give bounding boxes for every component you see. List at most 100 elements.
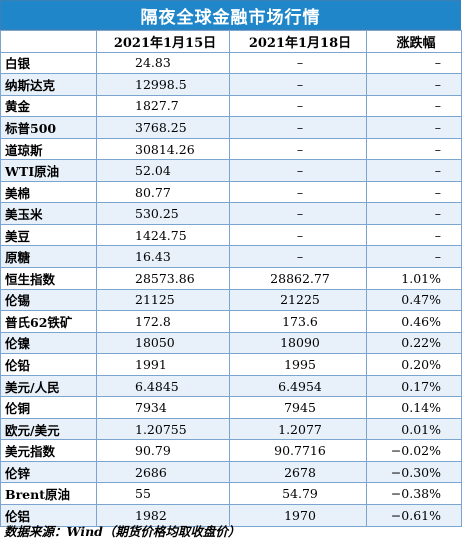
cell-name: 标普500 <box>0 116 97 139</box>
header-date-2: 2021年1月18日 <box>229 30 367 53</box>
cell-change: 0.47% <box>366 288 462 312</box>
cell-value-date-2: 6.4954 <box>229 374 367 398</box>
cell-value-date-2: – <box>229 223 367 247</box>
cell-value-date-1: 28573.86 <box>96 267 230 290</box>
cell-name: 美元/人民 <box>0 374 97 398</box>
cell-value-date-2: 1995 <box>229 353 367 376</box>
cell-value-date-2: – <box>229 116 367 139</box>
cell-change: 0.14% <box>366 396 462 419</box>
cell-change: −0.30% <box>366 460 462 484</box>
table-row: 普氏62铁矿 172.8 173.6 0.46% <box>0 310 462 333</box>
cell-change: – <box>366 51 462 75</box>
cell-value-date-2: 1970 <box>229 504 367 527</box>
table-row: 美玉米 530.25– – <box>0 202 462 225</box>
cell-value-date-2: 54.79 <box>229 482 367 506</box>
cell-value-date-1: 1991 <box>96 353 230 376</box>
cell-change: – <box>366 159 462 182</box>
cell-value-date-1: 52.04 <box>96 159 230 182</box>
header-change: 涨跌幅 <box>366 30 462 53</box>
cell-value-date-2: 90.7716 <box>229 439 367 462</box>
table-row: WTI原油 52.04– – <box>0 159 462 182</box>
cell-change: – <box>366 94 462 118</box>
cell-change: 0.01% <box>366 417 462 441</box>
table-row: 道琼斯 30814.26– – <box>0 137 462 161</box>
cell-name: 伦铝 <box>0 504 97 527</box>
cell-value-date-1: 1982 <box>96 504 230 527</box>
cell-value-date-1: 16.43 <box>96 245 230 269</box>
header-row: 2021年1月15日 2021年1月18日 涨跌幅 <box>0 30 462 53</box>
cell-value-date-1: 12998.5 <box>96 73 230 96</box>
table-row: 美元指数 90.79 90.7716 −0.02% <box>0 439 462 462</box>
table-row: 美豆 1424.75– – <box>0 223 462 247</box>
source-note: 数据来源：Wind（期货价格均取收盘价） <box>4 524 241 539</box>
cell-change: 0.46% <box>366 310 462 333</box>
cell-value-date-2: 21225 <box>229 288 367 312</box>
market-quote-table: 2021年1月15日 2021年1月18日 涨跌幅 白银 24.83– – 纳斯达克 1… <box>0 30 462 527</box>
cell-change: −0.61% <box>366 504 462 527</box>
cell-value-date-1: 3768.25 <box>96 116 230 139</box>
cell-value-date-1: 24.83 <box>96 51 230 75</box>
cell-name: 美豆 <box>0 223 97 247</box>
table-row: 伦锡 21125 21225 0.47% <box>0 288 462 312</box>
cell-value-date-2: 7945 <box>229 396 367 419</box>
cell-value-date-1: 1424.75 <box>96 223 230 247</box>
cell-change: −0.38% <box>366 482 462 506</box>
cell-value-date-1: 30814.26 <box>96 137 230 161</box>
cell-value-date-1: 90.79 <box>96 439 230 462</box>
cell-value-date-1: 2686 <box>96 460 230 484</box>
cell-value-date-2: 18090 <box>229 331 367 355</box>
cell-value-date-1: 18050 <box>96 331 230 355</box>
cell-value-date-1: 80.77 <box>96 180 230 204</box>
table-row: 恒生指数 28573.86 28862.77 1.01% <box>0 267 462 290</box>
cell-value-date-2: – <box>229 180 367 204</box>
table-row: 白银 24.83– – <box>0 51 462 75</box>
table-row: 原糖 16.43– – <box>0 245 462 269</box>
cell-value-date-2: 2678 <box>229 460 367 484</box>
cell-change: 0.20% <box>366 353 462 376</box>
cell-change: – <box>366 180 462 204</box>
table-row: 伦锌 2686 2678 −0.30% <box>0 460 462 484</box>
cell-change: 0.22% <box>366 331 462 355</box>
cell-value-date-2: – <box>229 94 367 118</box>
cell-value-date-2: – <box>229 202 367 225</box>
cell-value-date-2: – <box>229 51 367 75</box>
cell-value-date-1: 1827.7 <box>96 94 230 118</box>
cell-name: 欧元/美元 <box>0 417 97 441</box>
cell-value-date-2: 173.6 <box>229 310 367 333</box>
table-row: 伦镍 18050 18090 0.22% <box>0 331 462 355</box>
cell-name: WTI原油 <box>0 159 97 182</box>
cell-change: – <box>366 202 462 225</box>
table-title: 隔夜全球金融市场行情 <box>0 0 461 30</box>
cell-name: 美元指数 <box>0 439 97 462</box>
cell-value-date-1: 7934 <box>96 396 230 419</box>
cell-value-date-1: 172.8 <box>96 310 230 333</box>
cell-value-date-1: 21125 <box>96 288 230 312</box>
table-row: 伦铝 1982 1970 −0.61% <box>0 504 462 527</box>
cell-change: – <box>366 137 462 161</box>
cell-name: 美棉 <box>0 180 97 204</box>
cell-name: 伦铅 <box>0 353 97 376</box>
table-row: 伦铜 7934 7945 0.14% <box>0 396 462 419</box>
cell-value-date-2: 28862.77 <box>229 267 367 290</box>
header-date-1: 2021年1月15日 <box>96 30 230 53</box>
cell-value-date-2: – <box>229 245 367 269</box>
cell-name: 原糖 <box>0 245 97 269</box>
cell-change: – <box>366 245 462 269</box>
table-row: 伦铅 1991 1995 0.20% <box>0 353 462 376</box>
cell-name: 普氏62铁矿 <box>0 310 97 333</box>
cell-name: 伦铜 <box>0 396 97 419</box>
cell-change: −0.02% <box>366 439 462 462</box>
header-name <box>0 30 97 53</box>
cell-value-date-1: 1.20755 <box>96 417 230 441</box>
cell-value-date-1: 6.4845 <box>96 374 230 398</box>
table-row: 欧元/美元 1.20755 1.2077 0.01% <box>0 417 462 441</box>
table-body: 白银 24.83– – 纳斯达克 12998.5– – 黄金 1827.7– – 标普500 376… <box>0 51 462 527</box>
cell-value-date-1: 55 <box>96 482 230 506</box>
table-row: 纳斯达克 12998.5– – <box>0 73 462 96</box>
cell-name: 黄金 <box>0 94 97 118</box>
cell-value-date-1: 530.25 <box>96 202 230 225</box>
cell-name: Brent原油 <box>0 482 97 506</box>
table-row: 黄金 1827.7– – <box>0 94 462 118</box>
cell-value-date-2: 1.2077 <box>229 417 367 441</box>
